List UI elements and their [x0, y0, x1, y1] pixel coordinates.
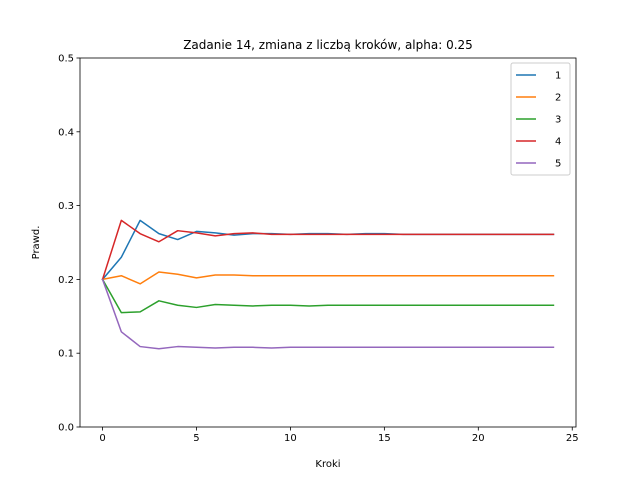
- y-axis-label: Prawd.: [31, 226, 42, 260]
- y-tick-label: 0.0: [58, 423, 74, 434]
- legend-label-1: 1: [555, 71, 561, 82]
- legend: 1 2 3 4 5: [510, 62, 571, 176]
- series-layer: [101, 219, 555, 350]
- x-tick-label: 15: [378, 433, 391, 444]
- series-line-3: [101, 278, 555, 314]
- series-line-5: [101, 278, 555, 350]
- y-tick-label: 0.3: [58, 201, 74, 212]
- legend-label-5: 5: [555, 159, 561, 170]
- x-tick-label: 20: [472, 433, 485, 444]
- legend-box: [510, 62, 571, 176]
- legend-label-2: 2: [555, 93, 561, 104]
- y-tick-label: 0.5: [58, 54, 74, 65]
- x-tick-label: 10: [284, 433, 297, 444]
- legend-label-4: 4: [555, 137, 561, 148]
- y-tick-label: 0.2: [58, 275, 74, 286]
- plot-area: [80, 58, 576, 427]
- y-tick-label: 0.1: [58, 349, 74, 360]
- legend-label-3: 3: [555, 115, 561, 126]
- chart-title: Zadanie 14, zmiana z liczbą kroków, alph…: [183, 38, 473, 52]
- x-tick-label: 5: [193, 433, 199, 444]
- x-axis-label: Kroki: [315, 459, 340, 470]
- x-tick-label: 25: [566, 433, 579, 444]
- axes-frame: [79, 57, 577, 428]
- x-tick-label: 0: [99, 433, 105, 444]
- series-line-2: [101, 271, 555, 285]
- series-line-4: [101, 219, 555, 281]
- y-tick-label: 0.4: [58, 127, 74, 138]
- axes-layer: 0 5 10 15 20 250.00.10.20.30.40.5: [58, 54, 579, 445]
